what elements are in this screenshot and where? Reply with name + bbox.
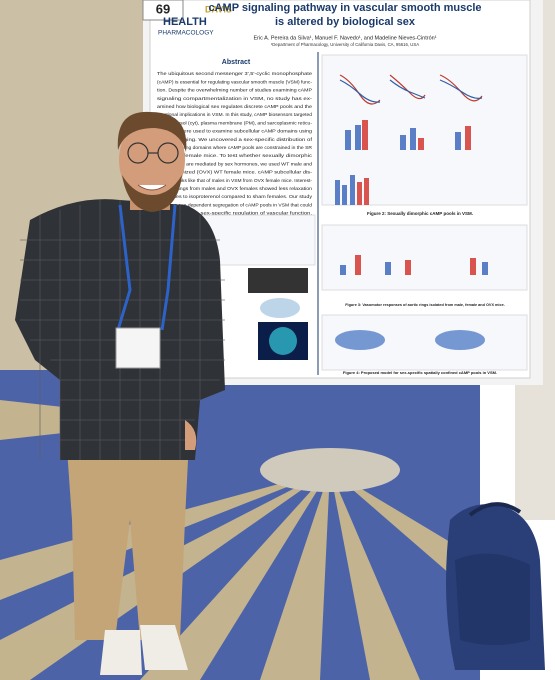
abstract-line: cAMP pools are mediated by sex hormones,… <box>157 161 312 166</box>
abstract-line: to the cytosol (cyt), plasma membrane (P… <box>157 120 313 125</box>
backpack <box>446 502 545 670</box>
abstract-line: contribute to the sex-specific regulatio… <box>157 211 312 216</box>
logo-line: DAVIS <box>205 4 232 14</box>
title-line: is altered by biological sex <box>275 16 416 28</box>
number-tag <box>142 0 184 21</box>
affiliation: ¹Department of Pharmacology, University … <box>271 42 419 47</box>
poster-number: 69 <box>156 1 170 16</box>
abstract-line: ingly, findings from males and OVX femal… <box>157 186 313 191</box>
abstract-line: but not in female mice. To test whether … <box>157 153 313 158</box>
abstract-line: (cAMP) is essential for regulating vascu… <box>157 79 313 84</box>
abstract-line: functional implications in VSM. In this … <box>157 112 312 117</box>
authors: Eric A. Pereira da Silva¹, Manuel F. Nav… <box>253 35 436 41</box>
figure-caption: Figure 2: Sexually dimorphic cAMP pools … <box>367 211 473 216</box>
abstract-line: amined how biological sex regulates disc… <box>157 104 313 109</box>
figure-caption: Figure 3: Vasomotor responses of aortic … <box>345 303 505 307</box>
title-line: cAMP signaling pathway in vascular smoot… <box>208 2 481 14</box>
person <box>15 111 225 675</box>
abstract-heading: Abstract <box>222 59 251 66</box>
abstract-line: ovariectomized (OVX) WT female mice. cAM… <box>157 170 313 175</box>
abstract-line: FRET imaging. We uncovered a sex-specifi… <box>157 137 313 142</box>
abstract: The ubiquitous second messenger 3',5'-cy… <box>157 71 313 215</box>
abstract-line: tion. Despite the overwhelming number of… <box>157 88 312 93</box>
figure-caption: Figure 4: Proposed model for sex-specifi… <box>343 370 497 375</box>
logo-line: HEALTH <box>163 16 207 28</box>
name-badge <box>115 327 161 369</box>
abstract-line: The ubiquitous second messenger 3',5'-cy… <box>157 71 313 76</box>
abstract-line: tribution looks like that of males in VS… <box>157 178 312 183</box>
poster-title: cAMP signaling pathway in vascular smoot… <box>208 2 481 28</box>
abstract-line: cAMP signaling domains where cAMP pools … <box>157 145 313 150</box>
abstract-line: lum (SR) were used to examine subcellula… <box>157 129 313 134</box>
abstract-line: responses to isoproterenol compared to s… <box>157 194 313 199</box>
logo-line: PHARMACOLOGY <box>158 30 214 37</box>
abstract-line: signaling compartmentalization in VSM, n… <box>157 96 313 101</box>
abstract-line: reveals a sex-dependent segregation of c… <box>157 202 312 207</box>
